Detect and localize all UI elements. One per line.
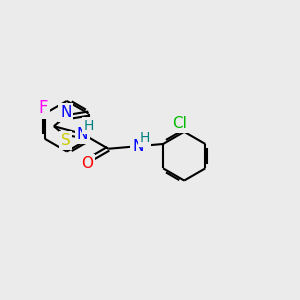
Text: Cl: Cl xyxy=(172,116,187,131)
Text: N: N xyxy=(132,139,144,154)
Text: H: H xyxy=(139,131,150,145)
Text: F: F xyxy=(39,99,48,117)
Text: S: S xyxy=(61,133,70,148)
Text: O: O xyxy=(82,156,94,171)
Text: H: H xyxy=(84,118,94,133)
Text: N: N xyxy=(60,105,71,120)
Text: N: N xyxy=(77,127,88,142)
